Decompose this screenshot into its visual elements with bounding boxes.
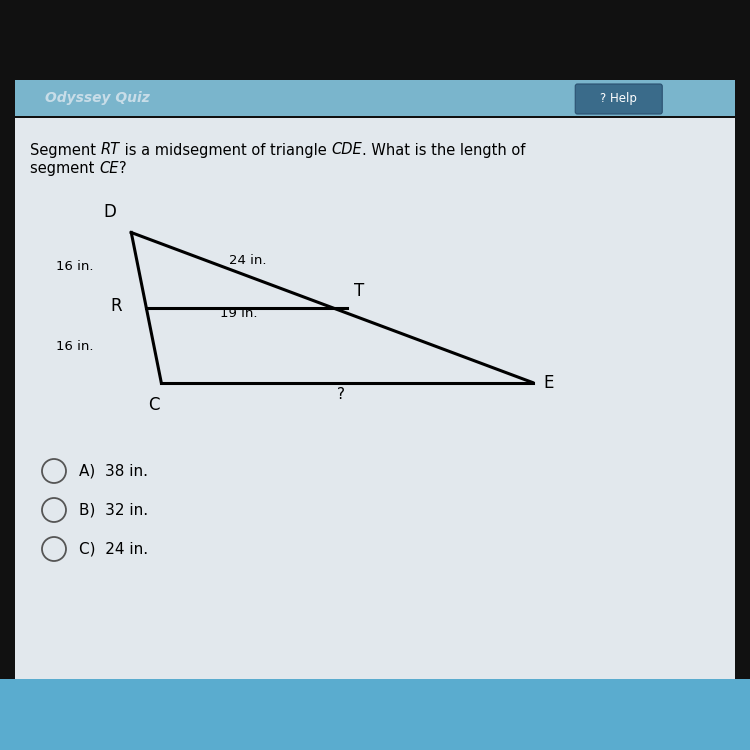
- Text: A)  38 in.: A) 38 in.: [79, 464, 148, 478]
- Text: D: D: [104, 203, 116, 221]
- FancyBboxPatch shape: [575, 84, 662, 114]
- Text: RT: RT: [100, 142, 119, 158]
- Text: 19 in.: 19 in.: [220, 307, 257, 320]
- Text: ? Help: ? Help: [600, 92, 638, 105]
- Text: Segment: Segment: [30, 142, 100, 158]
- Text: is a midsegment of triangle: is a midsegment of triangle: [119, 142, 331, 158]
- Bar: [15, 118, 735, 679]
- Text: C: C: [148, 396, 160, 414]
- Text: . What is the length of: . What is the length of: [362, 142, 525, 158]
- Text: 16 in.: 16 in.: [56, 340, 94, 353]
- Text: 24 in.: 24 in.: [229, 254, 266, 268]
- Text: C)  24 in.: C) 24 in.: [79, 542, 148, 556]
- Text: T: T: [354, 282, 364, 300]
- Text: Odyssey Quiz: Odyssey Quiz: [45, 92, 150, 105]
- Text: segment: segment: [30, 161, 99, 176]
- Text: E: E: [544, 374, 554, 392]
- Text: ?: ?: [338, 387, 345, 402]
- Text: B)  32 in.: B) 32 in.: [79, 503, 148, 518]
- Text: R: R: [110, 297, 122, 315]
- Text: CE: CE: [99, 161, 118, 176]
- Bar: [0, 679, 750, 750]
- Bar: [15, 80, 735, 116]
- Text: 16 in.: 16 in.: [56, 260, 94, 273]
- Text: ?: ?: [118, 161, 126, 176]
- Text: CDE: CDE: [331, 142, 362, 158]
